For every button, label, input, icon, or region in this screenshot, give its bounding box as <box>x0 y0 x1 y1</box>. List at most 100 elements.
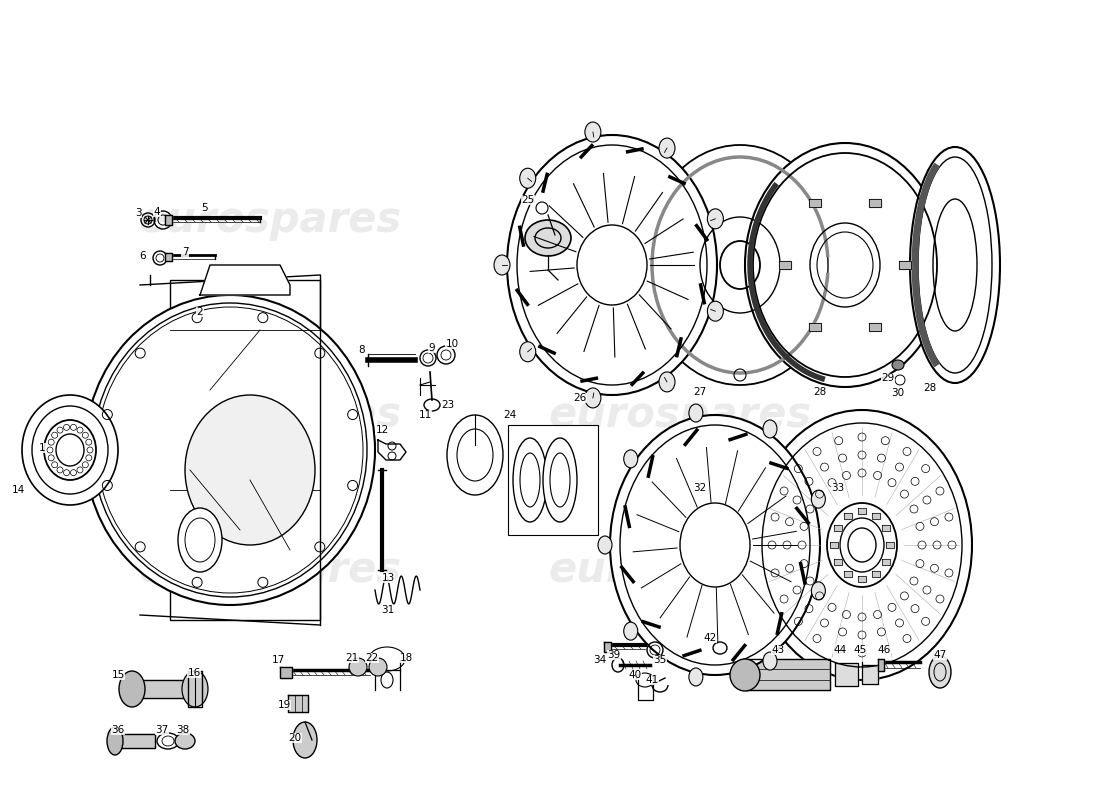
Ellipse shape <box>182 671 208 707</box>
Text: 6: 6 <box>140 251 146 261</box>
Polygon shape <box>830 542 838 548</box>
Text: 38: 38 <box>176 725 189 735</box>
Text: 34: 34 <box>593 655 606 665</box>
Text: 31: 31 <box>382 605 395 615</box>
Text: 47: 47 <box>934 650 947 660</box>
Text: 2: 2 <box>197 307 204 317</box>
Ellipse shape <box>178 508 222 572</box>
Ellipse shape <box>507 135 717 395</box>
Text: 5: 5 <box>200 203 207 213</box>
Text: 8: 8 <box>359 345 365 355</box>
Ellipse shape <box>22 395 118 505</box>
Text: 32: 32 <box>693 483 706 493</box>
Polygon shape <box>808 198 821 206</box>
Bar <box>508 425 598 535</box>
Text: eurospares: eurospares <box>569 199 832 241</box>
Ellipse shape <box>519 168 536 188</box>
Polygon shape <box>834 559 842 565</box>
Ellipse shape <box>119 671 145 707</box>
Ellipse shape <box>659 372 675 392</box>
Polygon shape <box>886 542 894 548</box>
Text: 13: 13 <box>382 573 395 583</box>
Ellipse shape <box>910 147 1000 383</box>
Ellipse shape <box>107 727 123 755</box>
Polygon shape <box>844 571 852 578</box>
Text: 43: 43 <box>771 645 784 655</box>
Ellipse shape <box>368 658 387 676</box>
Ellipse shape <box>513 438 547 522</box>
Text: 28: 28 <box>923 383 936 393</box>
Polygon shape <box>188 671 202 707</box>
Ellipse shape <box>349 658 367 676</box>
Text: 30: 30 <box>891 388 904 398</box>
Text: 11: 11 <box>418 410 431 420</box>
Text: 4: 4 <box>154 207 161 217</box>
Polygon shape <box>899 261 911 269</box>
Text: 22: 22 <box>365 653 378 663</box>
Text: 3: 3 <box>134 208 141 218</box>
Ellipse shape <box>85 295 375 605</box>
Text: 21: 21 <box>345 653 359 663</box>
FancyBboxPatch shape <box>170 280 320 620</box>
Text: 12: 12 <box>375 425 388 435</box>
Text: 23: 23 <box>441 400 454 410</box>
Polygon shape <box>869 198 881 206</box>
Ellipse shape <box>175 733 195 749</box>
Polygon shape <box>288 695 308 712</box>
Text: 40: 40 <box>628 670 641 680</box>
Polygon shape <box>280 667 292 678</box>
Ellipse shape <box>624 622 638 640</box>
Ellipse shape <box>707 209 724 229</box>
Polygon shape <box>604 642 611 652</box>
Text: eurospares: eurospares <box>549 549 812 591</box>
Ellipse shape <box>543 438 578 522</box>
Ellipse shape <box>930 656 952 688</box>
Ellipse shape <box>519 342 536 362</box>
Text: 29: 29 <box>881 373 894 383</box>
Ellipse shape <box>624 450 638 468</box>
Text: 46: 46 <box>878 645 891 655</box>
Text: 35: 35 <box>653 655 667 665</box>
Ellipse shape <box>585 122 601 142</box>
Ellipse shape <box>642 145 838 385</box>
Text: 39: 39 <box>607 650 620 660</box>
Polygon shape <box>132 680 185 698</box>
Text: 9: 9 <box>429 343 436 353</box>
Text: 15: 15 <box>111 670 124 680</box>
Polygon shape <box>165 215 172 225</box>
Text: 37: 37 <box>155 725 168 735</box>
Text: 19: 19 <box>277 700 290 710</box>
Polygon shape <box>872 513 880 518</box>
Text: eurospares: eurospares <box>139 549 402 591</box>
Text: 41: 41 <box>646 675 659 685</box>
Polygon shape <box>779 261 791 269</box>
Text: 16: 16 <box>187 668 200 678</box>
Ellipse shape <box>585 388 601 408</box>
Ellipse shape <box>447 415 503 495</box>
Polygon shape <box>878 659 884 671</box>
Ellipse shape <box>525 220 571 256</box>
Polygon shape <box>869 323 881 331</box>
Ellipse shape <box>598 536 612 554</box>
Text: 44: 44 <box>834 645 847 655</box>
Text: 26: 26 <box>573 393 586 403</box>
Text: 25: 25 <box>521 195 535 205</box>
Text: eurospares: eurospares <box>139 394 402 436</box>
Text: 1: 1 <box>39 443 45 453</box>
Text: 20: 20 <box>288 733 301 743</box>
Ellipse shape <box>689 668 703 686</box>
Polygon shape <box>872 571 880 578</box>
Ellipse shape <box>494 255 510 275</box>
Polygon shape <box>882 559 890 565</box>
Text: 24: 24 <box>504 410 517 420</box>
Ellipse shape <box>745 143 945 387</box>
Ellipse shape <box>659 138 675 158</box>
Ellipse shape <box>752 410 972 680</box>
Text: 28: 28 <box>813 387 826 397</box>
Ellipse shape <box>730 659 760 691</box>
Text: 10: 10 <box>446 339 459 349</box>
Text: 17: 17 <box>272 655 285 665</box>
Ellipse shape <box>763 652 777 670</box>
Polygon shape <box>834 525 842 531</box>
Ellipse shape <box>610 415 820 675</box>
